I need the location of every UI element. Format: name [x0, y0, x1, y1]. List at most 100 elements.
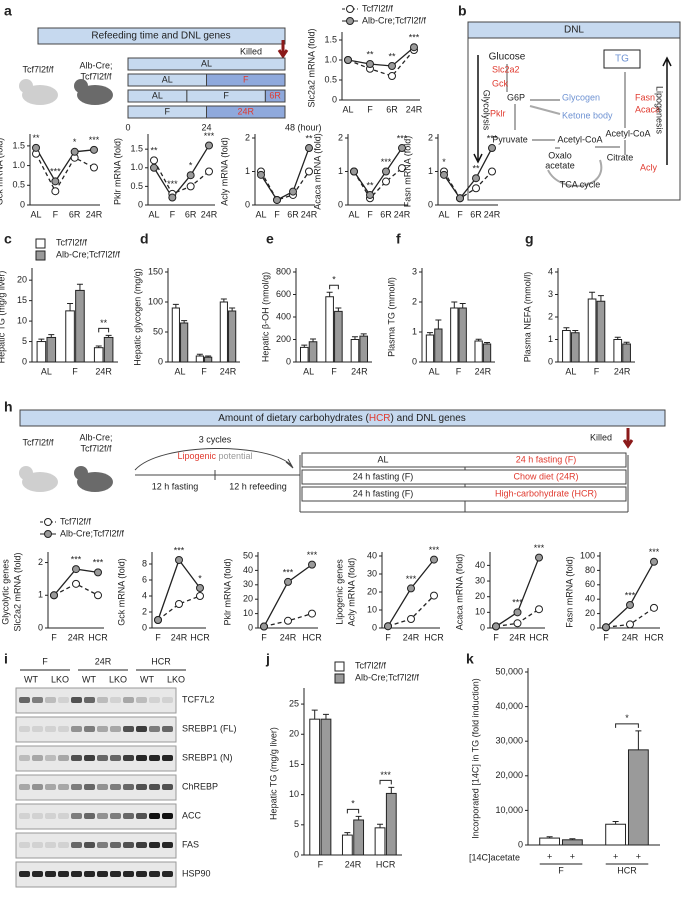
data-point [150, 156, 158, 165]
x-tick-label: 24R [406, 104, 423, 114]
legend-label: Tcf7l2f/f [355, 660, 387, 670]
bar [309, 718, 321, 856]
band [136, 755, 147, 761]
significance: *** [512, 598, 523, 608]
data-point [289, 187, 297, 196]
y-tick-label: 20 [17, 275, 27, 285]
y-tick-label: 1 [338, 166, 343, 176]
band [110, 726, 121, 732]
gene: Fasn [635, 92, 655, 102]
band [97, 697, 108, 703]
node: Glycogen [562, 92, 600, 102]
data-point [407, 584, 415, 593]
y-tick-label: 0 [158, 356, 163, 366]
data-point [32, 143, 40, 152]
bar [605, 823, 627, 846]
legend-swatch [334, 673, 345, 684]
band [45, 813, 56, 819]
error-bar [459, 303, 466, 308]
segment-label: F [165, 106, 171, 116]
y-tick-label: 50 [153, 326, 163, 336]
y-axis-label: Gck mRNA (fold) [0, 138, 4, 206]
y-tick-label: 0 [338, 199, 343, 209]
data-point [186, 182, 195, 191]
data-point [535, 553, 543, 562]
y-tick-label: 100 [580, 550, 595, 560]
band [58, 842, 69, 848]
y-axis-label: Plasma NEFA (mmol/l) [522, 272, 532, 363]
data-point [51, 187, 60, 196]
band [84, 784, 95, 790]
error-bar [589, 291, 596, 299]
killed-label: Killed [240, 46, 262, 56]
bar [228, 310, 237, 363]
bar [570, 332, 580, 363]
error-bar [377, 823, 384, 828]
band [97, 813, 108, 819]
node: Acetyl-CoA [605, 128, 650, 138]
x-tick-label: HCR [617, 865, 637, 875]
error-bar [612, 820, 619, 825]
band [97, 784, 108, 790]
error-bar [67, 303, 74, 311]
y-tick-label: 2 [245, 132, 250, 142]
significance: *** [167, 179, 178, 189]
band [32, 726, 43, 732]
y-axis-label: Acaca mRNA (fold) [454, 554, 464, 631]
y-tick-label: 600 [276, 289, 291, 299]
bar [65, 310, 75, 363]
significance: * [351, 799, 355, 809]
error-bar [105, 334, 112, 338]
title-bar [19, 409, 666, 427]
data-point [70, 147, 79, 156]
data-point [650, 603, 658, 612]
x-tick-label: AL [438, 209, 449, 219]
x-tick-label: F [155, 632, 161, 642]
band [71, 697, 82, 703]
axis [147, 134, 215, 206]
panel-label: j [265, 651, 270, 667]
x-tick-label: 24R [509, 632, 526, 642]
title-bar [467, 21, 681, 39]
legend-label: Alb-Cre;Tcf7l2f/f [60, 528, 125, 538]
bar [325, 296, 334, 363]
y-tick-label: 0 [20, 199, 25, 209]
x-tick-label: F [594, 366, 600, 376]
y-tick-label: 0 [548, 356, 553, 366]
y-tick-label: 1 [245, 166, 250, 176]
killed-arrow [622, 428, 634, 449]
mouse-label: Tcf7l2f/f [80, 71, 112, 81]
data-point [440, 170, 448, 179]
x-tick-label: 6R [380, 209, 392, 219]
legend-marker [346, 5, 354, 13]
significance: *** [174, 545, 185, 555]
panel-label: k [466, 651, 474, 667]
y-tick-label: 20 [367, 586, 377, 596]
bar [341, 834, 353, 856]
bar [320, 718, 332, 856]
y-axis-label: Hepatic β-OH (nmol/g) [260, 272, 270, 362]
y-tick-label: 2 [428, 132, 433, 142]
protein-label: HSP90 [182, 868, 211, 878]
y-tick-label: 10 [243, 608, 253, 618]
error-bar [435, 319, 442, 329]
y-tick-label: 1 [548, 334, 553, 344]
series-line [157, 595, 201, 621]
group-axis-label: Lipogenic genes [334, 559, 344, 625]
x-tick-label: 24R [86, 209, 103, 219]
band [32, 755, 43, 761]
data-point [488, 144, 496, 153]
title-part: Amount of dietary carbohydrates ( [218, 413, 369, 424]
legend-label: Alb-Cre;Tcf7l2f/f [355, 672, 420, 682]
data-point [72, 579, 80, 588]
legend-swatch [35, 250, 46, 261]
y-tick-label: 2 [142, 606, 147, 616]
band [71, 755, 82, 761]
band [97, 842, 108, 848]
data-point [382, 167, 390, 176]
significance: * [442, 157, 446, 167]
tg-box [603, 49, 641, 69]
series-line [35, 153, 95, 193]
